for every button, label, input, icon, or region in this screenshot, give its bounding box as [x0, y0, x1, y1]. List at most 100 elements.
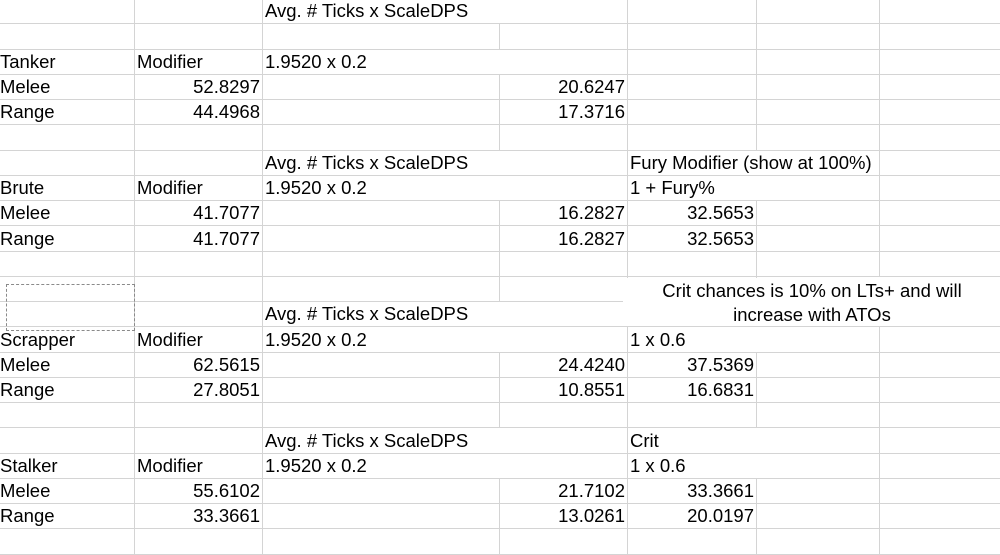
- cell-r8-c4[interactable]: [500, 175, 628, 201]
- cell-r20-c3[interactable]: [263, 478, 500, 504]
- cell-r2-c3[interactable]: [263, 24, 500, 50]
- cell-r21-c7[interactable]: [880, 504, 1000, 530]
- cell-r9-c3[interactable]: [263, 201, 500, 227]
- cell-r9-c2[interactable]: 41.7077: [135, 201, 263, 227]
- cell-r8-c7[interactable]: [880, 176, 1000, 201]
- cell-r4-c6[interactable]: [757, 74, 880, 100]
- cell-r16-c2[interactable]: 27.8051: [135, 377, 263, 403]
- cell-r14-c4[interactable]: [500, 327, 628, 353]
- cell-r11-c3[interactable]: [263, 251, 500, 277]
- cell-r5-c4[interactable]: 17.3716: [500, 100, 628, 126]
- cell-r17-c5[interactable]: [628, 403, 757, 429]
- cell-r16-c4[interactable]: 10.8551: [500, 377, 628, 403]
- cell-r13-c2[interactable]: [135, 302, 263, 328]
- cell-r10-c7[interactable]: [880, 226, 1000, 252]
- cell-r12-c4[interactable]: [500, 276, 628, 302]
- cell-r10-c6[interactable]: [757, 226, 880, 252]
- cell-r1-c2[interactable]: [135, 0, 263, 25]
- cell-r1-c4[interactable]: [500, 0, 628, 25]
- cell-r3-c1[interactable]: Tanker: [0, 49, 135, 75]
- cell-r20-c7[interactable]: [880, 479, 1000, 504]
- cell-r8-c6[interactable]: [757, 175, 880, 201]
- cell-r22-c4[interactable]: [500, 529, 628, 555]
- cell-r5-c5[interactable]: [628, 100, 757, 126]
- cell-r14-c1[interactable]: Scrapper: [0, 327, 135, 353]
- cell-r9-c7[interactable]: [880, 201, 1000, 227]
- cell-r13-c3[interactable]: Avg. # Ticks x ScaleDPS: [263, 302, 500, 328]
- cell-r1-c6[interactable]: [757, 0, 880, 25]
- cell-r14-c5[interactable]: 1 x 0.6: [628, 327, 757, 353]
- cell-r17-c4[interactable]: [500, 403, 628, 429]
- cell-r11-c7[interactable]: [880, 252, 1000, 277]
- cell-r6-c6[interactable]: [757, 125, 880, 151]
- cell-r17-c3[interactable]: [263, 403, 500, 429]
- cell-r19-c5[interactable]: 1 x 0.6: [628, 454, 757, 479]
- cell-r18-c2[interactable]: [135, 428, 263, 454]
- cell-r19-c2[interactable]: Modifier: [135, 453, 263, 479]
- cell-r15-c6[interactable]: [757, 352, 880, 378]
- cell-r19-c6[interactable]: [757, 453, 880, 479]
- cell-r1-c5[interactable]: [628, 0, 757, 25]
- cell-r15-c2[interactable]: 62.5615: [135, 352, 263, 378]
- cell-r17-c1[interactable]: [0, 403, 135, 429]
- cell-r12-c1[interactable]: [0, 276, 135, 302]
- cell-r4-c1[interactable]: Melee: [0, 74, 135, 100]
- cell-r13-c4[interactable]: [500, 302, 628, 328]
- cell-r21-c3[interactable]: [263, 504, 500, 530]
- cell-r4-c3[interactable]: [263, 74, 500, 100]
- cell-r16-c3[interactable]: [263, 377, 500, 403]
- cell-r5-c1[interactable]: Range: [0, 100, 135, 126]
- cell-r8-c3[interactable]: 1.9520 x 0.2: [263, 176, 500, 201]
- cell-r11-c1[interactable]: [0, 251, 135, 277]
- cell-r4-c7[interactable]: [880, 75, 1000, 100]
- cell-r13-c1[interactable]: [0, 302, 135, 328]
- cell-r17-c6[interactable]: [757, 403, 880, 429]
- cell-r15-c1[interactable]: Melee: [0, 352, 135, 378]
- cell-r16-c5[interactable]: 16.6831: [628, 377, 757, 403]
- cell-r6-c5[interactable]: [628, 125, 757, 151]
- cell-r1-c3[interactable]: Avg. # Ticks x ScaleDPS: [263, 0, 500, 25]
- cell-r14-c6[interactable]: [757, 327, 880, 353]
- cell-r11-c6[interactable]: [757, 251, 880, 277]
- cell-r5-c6[interactable]: [757, 100, 880, 126]
- cell-r3-c5[interactable]: [628, 49, 757, 75]
- cell-r4-c2[interactable]: 52.8297: [135, 74, 263, 100]
- cell-r3-c4[interactable]: [500, 49, 628, 75]
- cell-r20-c2[interactable]: 55.6102: [135, 478, 263, 504]
- cell-r10-c2[interactable]: 41.7077: [135, 226, 263, 252]
- cell-r17-c7[interactable]: [880, 403, 1000, 429]
- cell-r2-c4[interactable]: [500, 24, 628, 50]
- cell-r21-c2[interactable]: 33.3661: [135, 504, 263, 530]
- cell-r14-c3[interactable]: 1.9520 x 0.2: [263, 327, 500, 353]
- cell-r9-c1[interactable]: Melee: [0, 201, 135, 227]
- crit-note-cell[interactable]: Crit chances is 10% on LTs+ and will inc…: [623, 277, 1000, 328]
- cell-r10-c4[interactable]: 16.2827: [500, 226, 628, 252]
- cell-r11-c5[interactable]: [628, 251, 757, 277]
- cell-r7-c2[interactable]: [135, 150, 263, 176]
- cell-r19-c3[interactable]: 1.9520 x 0.2: [263, 454, 500, 479]
- cell-r18-c6[interactable]: [757, 428, 880, 454]
- cell-r18-c4[interactable]: [500, 428, 628, 454]
- cell-r2-c1[interactable]: [0, 24, 135, 50]
- cell-r16-c7[interactable]: [880, 378, 1000, 403]
- cell-r14-c2[interactable]: Modifier: [135, 327, 263, 353]
- cell-r20-c4[interactable]: 21.7102: [500, 478, 628, 504]
- cell-r3-c6[interactable]: [757, 49, 880, 75]
- cell-r22-c3[interactable]: [263, 529, 500, 555]
- cell-r15-c5[interactable]: 37.5369: [628, 352, 757, 378]
- cell-r4-c4[interactable]: 20.6247: [500, 74, 628, 100]
- cell-r9-c6[interactable]: [757, 201, 880, 227]
- cell-r22-c2[interactable]: [135, 529, 263, 555]
- cell-r4-c5[interactable]: [628, 74, 757, 100]
- cell-r1-c1[interactable]: [0, 0, 135, 25]
- cell-r7-c5[interactable]: Fury Modifier (show at 100%): [628, 151, 872, 176]
- cell-r5-c3[interactable]: [263, 100, 500, 126]
- cell-r22-c1[interactable]: [0, 529, 135, 555]
- cell-r8-c5[interactable]: 1 + Fury%: [628, 176, 757, 201]
- cell-r6-c3[interactable]: [263, 125, 500, 151]
- cell-r7-c3[interactable]: Avg. # Ticks x ScaleDPS: [263, 151, 500, 176]
- cell-r19-c7[interactable]: [880, 454, 1000, 479]
- cell-r21-c6[interactable]: [757, 504, 880, 530]
- cell-r6-c2[interactable]: [135, 125, 263, 151]
